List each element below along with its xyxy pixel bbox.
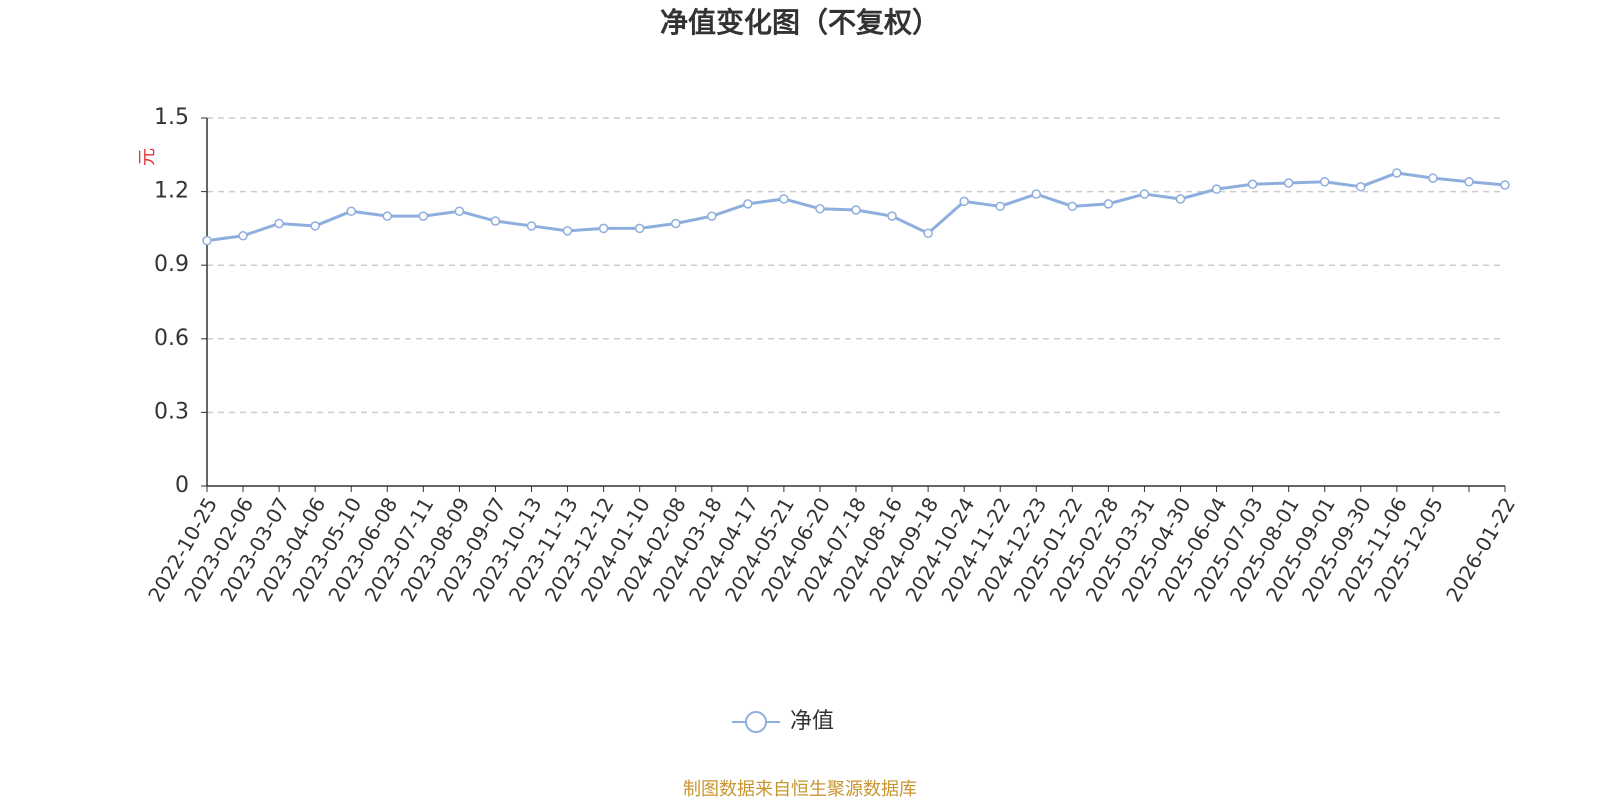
data-point (1283, 178, 1294, 188)
legend-label: 净值 (790, 709, 834, 734)
data-point (1211, 184, 1222, 194)
data-point (707, 211, 717, 221)
data-point (851, 205, 861, 215)
legend-symbol (745, 711, 767, 733)
data-point (418, 211, 429, 221)
data-point (274, 218, 284, 229)
data-point (923, 228, 933, 239)
data-point (887, 211, 897, 221)
data-point (1139, 189, 1150, 199)
data-point (346, 206, 356, 216)
data-point (1067, 201, 1078, 212)
x-tick-label: 2026-01-22 (1441, 493, 1520, 606)
y-tick-label: 0.9 (154, 252, 189, 277)
data-point (1428, 173, 1438, 183)
y-tick-label: 1.5 (154, 105, 189, 130)
data-point (1319, 177, 1330, 187)
y-axis-label: 元 (137, 148, 158, 166)
data-point (454, 206, 465, 216)
data-point (995, 201, 1005, 212)
data-point (959, 196, 969, 207)
data-point (779, 194, 789, 204)
data-point (310, 221, 320, 231)
data-point (815, 204, 825, 214)
data-point (1356, 181, 1366, 192)
data-point (1500, 180, 1510, 190)
data-point (1175, 194, 1186, 204)
y-tick-label: 1.2 (154, 179, 189, 204)
data-point (743, 199, 753, 209)
chart-title: 净值变化图（不复权） (660, 6, 940, 39)
data-point (490, 216, 501, 226)
data-point (238, 231, 248, 241)
data-point (1031, 189, 1042, 199)
data-point (382, 211, 393, 221)
data-point (634, 223, 645, 234)
data-point (562, 226, 573, 236)
data-point (1464, 177, 1474, 187)
y-tick-label: 0 (175, 473, 189, 498)
y-tick-label: 0.3 (154, 399, 189, 424)
data-point (670, 218, 681, 229)
data-point (1392, 168, 1402, 178)
data-point (526, 221, 537, 231)
data-point (202, 235, 212, 246)
source-note: 制图数据来自恒生聚源数据库 (683, 779, 917, 800)
data-point (1103, 199, 1114, 209)
y-tick-label: 0.6 (154, 326, 189, 351)
data-point (1247, 179, 1258, 189)
data-point (598, 223, 609, 234)
